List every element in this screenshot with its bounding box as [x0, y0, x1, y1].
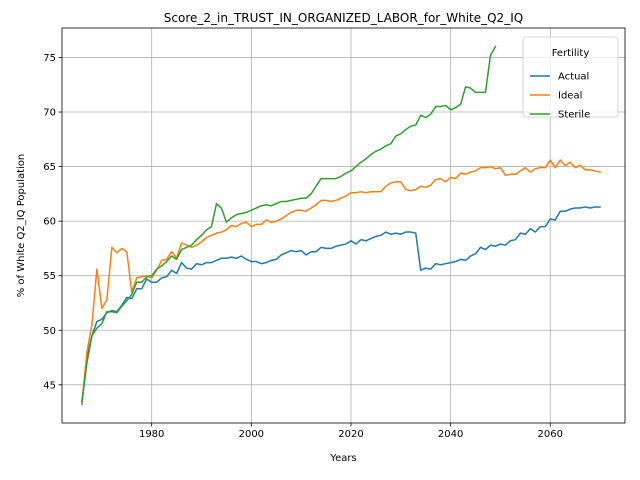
- series-lines: [81, 45, 601, 406]
- y-tick-label: 45: [43, 380, 56, 391]
- legend-label-sterile: Sterile: [558, 110, 590, 121]
- grid: [62, 28, 625, 423]
- x-tick-label: 2020: [338, 429, 363, 440]
- y-tick-label: 55: [43, 271, 56, 282]
- y-axis-label: % of White Q2_IQ Population: [16, 154, 27, 298]
- chart-title: Score_2_in_TRUST_IN_ORGANIZED_LABOR_for_…: [164, 11, 523, 25]
- legend-label-actual: Actual: [558, 72, 589, 83]
- legend: Fertility Actual Ideal Sterile: [522, 36, 619, 121]
- x-axis-label: Years: [329, 453, 356, 464]
- x-tick-label: 2000: [239, 429, 264, 440]
- legend-entries: Actual Ideal Sterile: [530, 72, 590, 121]
- legend-box: [522, 36, 619, 118]
- series-line-actual: [81, 206, 601, 406]
- y-tick-label: 75: [43, 53, 56, 64]
- x-axis-ticks: 1980 2000 2020 2040 2060: [139, 423, 563, 440]
- y-axis-ticks: 45 50 55 60 65 70 75: [43, 53, 62, 391]
- series-line-ideal: [81, 159, 601, 405]
- y-tick-label: 70: [43, 108, 56, 119]
- y-tick-label: 65: [43, 162, 56, 173]
- x-tick-label: 2060: [538, 429, 563, 440]
- legend-label-ideal: Ideal: [558, 91, 582, 102]
- legend-title: Fertility: [552, 48, 590, 59]
- y-tick-label: 60: [43, 217, 56, 228]
- series-line-sterile: [81, 45, 497, 403]
- x-tick-label: 2040: [438, 429, 463, 440]
- plot-area-frame: [61, 27, 626, 424]
- y-tick-label: 50: [43, 326, 56, 337]
- x-tick-label: 1980: [139, 429, 164, 440]
